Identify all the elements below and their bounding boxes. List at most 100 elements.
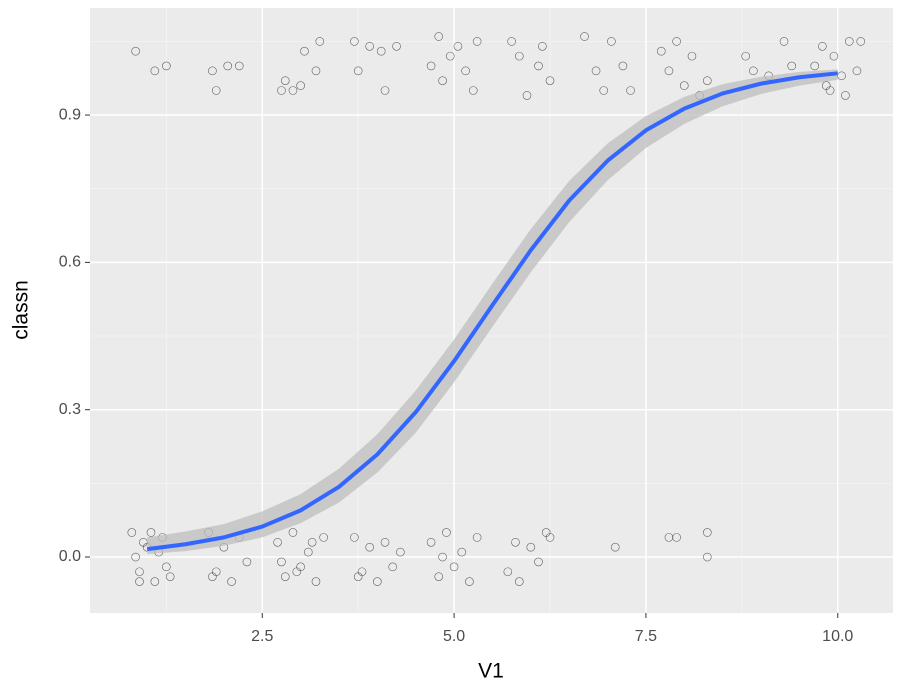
point [350,37,359,46]
point [618,61,628,71]
y-tick-label: 0.0 [59,548,81,565]
point [304,547,313,557]
point [656,46,666,56]
point [300,46,309,56]
point [687,51,697,61]
point [208,572,217,581]
point [741,51,750,61]
point [273,537,282,547]
point [442,528,451,537]
point [150,66,160,76]
point [580,32,589,41]
point [350,533,359,542]
point [453,42,463,51]
point [810,61,820,71]
x-tick-label: 7.5 [635,628,657,645]
point [457,547,467,557]
point [472,37,482,46]
point [353,572,363,581]
point [388,562,398,572]
point [545,76,555,85]
point [280,76,290,85]
fit-line [146,71,838,552]
point [438,76,447,85]
point [131,552,140,562]
point [135,567,144,577]
point [307,537,317,547]
point [465,577,474,586]
point [311,66,321,76]
point [844,37,854,46]
point [449,562,459,572]
point [146,528,156,537]
point [288,86,298,95]
point [296,81,305,90]
point [165,572,175,581]
point [396,547,405,557]
point [434,32,444,41]
point [223,61,233,71]
point [127,528,137,537]
point [135,577,144,586]
point [507,37,516,46]
point [526,542,536,552]
point [472,533,482,542]
point [438,552,447,562]
point [852,66,862,76]
y-axis-title: classn [10,280,33,340]
y-tick-label: 0.3 [59,401,81,418]
point [208,66,217,76]
point [373,577,382,586]
point [461,66,470,76]
point [280,572,290,581]
point [227,577,236,586]
point [150,577,160,586]
point [545,533,555,542]
point [522,91,532,100]
point [211,86,221,95]
point [426,537,436,547]
point [376,46,386,56]
x-tick-label: 2.5 [251,628,273,645]
point [315,37,325,46]
point [825,86,835,95]
point [856,37,866,46]
point [162,61,171,71]
x-tick-label: 10.0 [822,628,853,645]
point [779,37,789,46]
point [277,86,286,95]
x-axis-title: V1 [478,660,504,683]
confidence-band [147,69,838,555]
point [610,542,620,552]
point [607,37,616,46]
point [380,86,390,95]
point [672,37,681,46]
point [818,42,827,51]
point [288,528,298,537]
point [434,572,444,581]
point [162,562,171,572]
y-tick-label: 0.9 [59,106,81,123]
point [679,81,689,90]
point [749,66,758,76]
point [626,86,635,95]
point [503,567,513,577]
point [131,46,140,56]
point [365,42,374,51]
point [703,528,712,537]
point [426,61,436,71]
point [664,66,674,76]
point [829,51,839,61]
point [672,533,681,542]
point [234,61,244,71]
point [292,567,302,577]
point [703,76,712,85]
point [380,537,390,547]
point [599,86,609,95]
point [511,537,520,547]
point [319,533,328,542]
point [703,552,712,562]
y-tick-label: 0.6 [59,254,81,271]
point [277,557,286,567]
